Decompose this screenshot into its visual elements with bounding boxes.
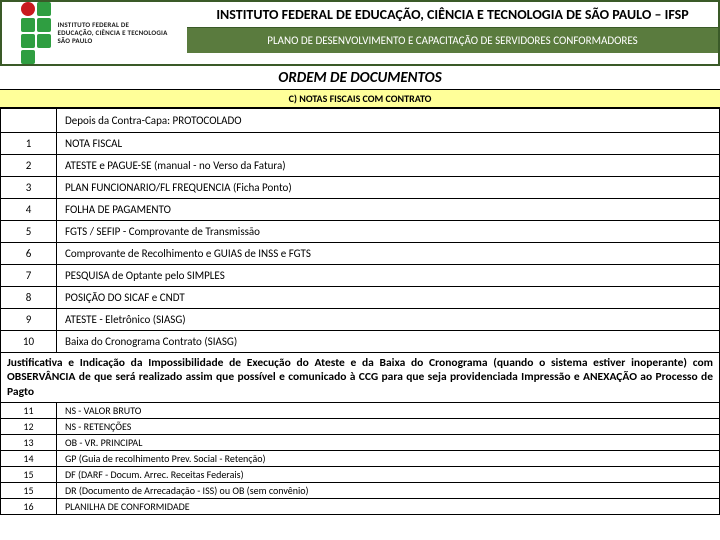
table-row: 10Baixa do Cronograma Contrato (SIASG)	[1, 331, 720, 353]
contra-capa-row: Depois da Contra-Capa: PROTOCOLADO	[1, 109, 720, 133]
contra-capa-num	[1, 109, 57, 133]
row-text: NS - RETENÇÕES	[57, 419, 720, 435]
row-num: 15	[1, 467, 57, 483]
row-num: 13	[1, 435, 57, 451]
row-text: Comprovante de Recolhimento e GUIAS de I…	[57, 243, 720, 265]
table-row: 5FGTS / SEFIP - Comprovante de Transmiss…	[1, 221, 720, 243]
table-row: 14GP (Guia de recolhimento Prev. Social …	[1, 451, 720, 467]
row-text: NS - VALOR BRUTO	[57, 403, 720, 419]
row-num: 14	[1, 451, 57, 467]
justificativa-text: Justificativa e Indicação da Impossibili…	[0, 353, 720, 402]
ifsp-logo: INSTITUTO FEDERAL DE EDUCAÇÃO, CIÊNCIA E…	[21, 2, 167, 64]
row-text: DF (DARF - Docum. Arrec. Receitas Federa…	[57, 467, 720, 483]
table-row: 2ATESTE e PAGUE-SE (manual - no Verso da…	[1, 155, 720, 177]
row-text: FOLHA DE PAGAMENTO	[57, 199, 720, 221]
table-row: 11NS - VALOR BRUTO	[1, 403, 720, 419]
row-text: ATESTE - Eletrônico (SIASG)	[57, 309, 720, 331]
row-text: OB - VR. PRINCIPAL	[57, 435, 720, 451]
row-num: 1	[1, 133, 57, 155]
row-num: 9	[1, 309, 57, 331]
table-row: 12NS - RETENÇÕES	[1, 419, 720, 435]
row-num: 8	[1, 287, 57, 309]
logo-text: INSTITUTO FEDERAL DE EDUCAÇÃO, CIÊNCIA E…	[57, 21, 167, 44]
row-num: 4	[1, 199, 57, 221]
section-c-header: C) NOTAS FISCAIS COM CONTRATO	[0, 90, 720, 108]
header-right: INSTITUTO FEDERAL DE EDUCAÇÃO, CIÊNCIA E…	[187, 2, 718, 64]
row-num: 7	[1, 265, 57, 287]
table-row: 6Comprovante de Recolhimento e GUIAS de …	[1, 243, 720, 265]
table-row: 15DF (DARF - Docum. Arrec. Receitas Fede…	[1, 467, 720, 483]
row-text: ATESTE e PAGUE-SE (manual - no Verso da …	[57, 155, 720, 177]
table-row: 13OB - VR. PRINCIPAL	[1, 435, 720, 451]
row-text: PLANILHA DE CONFORMIDADE	[57, 499, 720, 515]
table-row: 8POSIÇÃO DO SICAF e CNDT	[1, 287, 720, 309]
row-num: 3	[1, 177, 57, 199]
row-text: Baixa do Cronograma Contrato (SIASG)	[57, 331, 720, 353]
institution-title: INSTITUTO FEDERAL DE EDUCAÇÃO, CIÊNCIA E…	[187, 2, 718, 28]
row-text: FGTS / SEFIP - Comprovante de Transmissã…	[57, 221, 720, 243]
logo-squares-icon	[21, 2, 51, 64]
table-row: 16PLANILHA DE CONFORMIDADE	[1, 499, 720, 515]
row-num: 6	[1, 243, 57, 265]
row-num: 10	[1, 331, 57, 353]
table-row: 4FOLHA DE PAGAMENTO	[1, 199, 720, 221]
plan-subtitle: PLANO DE DESENVOLVIMENTO E CAPACITAÇÃO D…	[187, 28, 718, 53]
ordem-title: ORDEM DE DOCUMENTOS	[0, 66, 720, 90]
logo-line3: SÃO PAULO	[57, 37, 167, 45]
table-row: 3PLAN FUNCIONARIO/FL FREQUENCIA (Ficha P…	[1, 177, 720, 199]
row-text: PLAN FUNCIONARIO/FL FREQUENCIA (Ficha Po…	[57, 177, 720, 199]
row-num: 15	[1, 483, 57, 499]
table-row: 15DR (Documento de Arrecadação - ISS) ou…	[1, 483, 720, 499]
row-num: 2	[1, 155, 57, 177]
header: INSTITUTO FEDERAL DE EDUCAÇÃO, CIÊNCIA E…	[0, 0, 720, 66]
documents-table: Depois da Contra-Capa: PROTOCOLADO 1NOTA…	[0, 108, 720, 353]
table-row: 1NOTA FISCAL	[1, 133, 720, 155]
table-row: 7PESQUISA de Optante pelo SIMPLES	[1, 265, 720, 287]
row-text: POSIÇÃO DO SICAF e CNDT	[57, 287, 720, 309]
row-num: 12	[1, 419, 57, 435]
documents-table-2: 11NS - VALOR BRUTO 12NS - RETENÇÕES 13OB…	[0, 402, 720, 515]
row-text: DR (Documento de Arrecadação - ISS) ou O…	[57, 483, 720, 499]
row-num: 5	[1, 221, 57, 243]
table-row: 9ATESTE - Eletrônico (SIASG)	[1, 309, 720, 331]
contra-capa-text: Depois da Contra-Capa: PROTOCOLADO	[57, 109, 720, 133]
row-num: 16	[1, 499, 57, 515]
row-num: 11	[1, 403, 57, 419]
row-text: PESQUISA de Optante pelo SIMPLES	[57, 265, 720, 287]
row-text: NOTA FISCAL	[57, 133, 720, 155]
row-text: GP (Guia de recolhimento Prev. Social - …	[57, 451, 720, 467]
logo-cell: INSTITUTO FEDERAL DE EDUCAÇÃO, CIÊNCIA E…	[2, 2, 187, 64]
